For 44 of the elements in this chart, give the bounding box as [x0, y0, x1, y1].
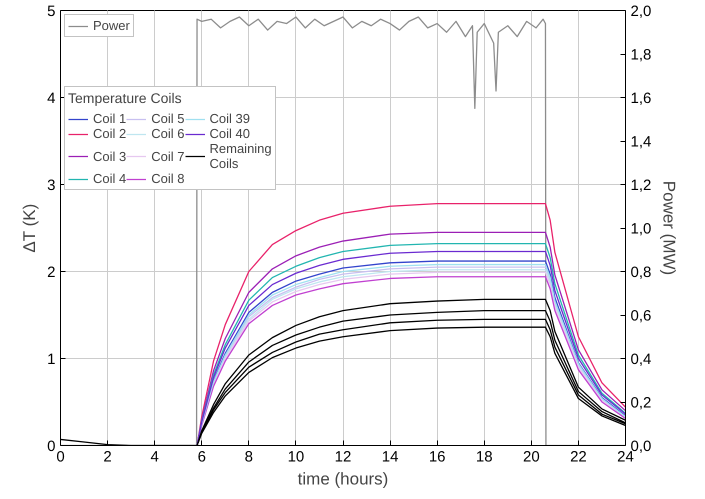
legend-label: Coil 3 — [93, 148, 126, 164]
y2-tick-label: 0,2 — [630, 394, 652, 412]
y-tick-label: 5 — [47, 3, 56, 20]
x-tick-label: 22 — [570, 448, 587, 466]
x-tick-label: 14 — [382, 448, 398, 466]
x-tick-label: 8 — [244, 448, 254, 466]
y2-tick-label: 0,6 — [630, 308, 652, 324]
x-tick-label: 12 — [334, 448, 352, 466]
legend-label: Coil 1 — [93, 111, 126, 126]
y-tick-label: 1 — [47, 351, 56, 368]
legend-label: Coil 6 — [151, 126, 184, 141]
x-tick-label: 16 — [428, 448, 446, 466]
legend-title: Temperature Coils — [68, 90, 183, 106]
legend-label: Coil 5 — [151, 111, 184, 126]
y-tick-label: 3 — [47, 177, 56, 194]
legend-label: Coil 8 — [151, 171, 184, 186]
y2-tick-label: 1,4 — [630, 134, 652, 150]
y-tick-label: 4 — [47, 90, 56, 107]
y-tick-label: 2 — [47, 264, 56, 281]
x-axis-title: time (hours) — [298, 470, 388, 488]
y2-tick-label: 1,8 — [630, 46, 652, 64]
y2-tick-label: 0,8 — [630, 264, 652, 281]
x-tick-label: 4 — [150, 448, 159, 466]
x-tick-label: 18 — [476, 448, 493, 466]
legend-label: Power — [93, 18, 130, 33]
x-tick-label: 6 — [198, 448, 206, 466]
y2-tick-label: 2,0 — [630, 3, 652, 20]
y2-tick-label: 0,4 — [630, 351, 652, 368]
x-tick-label: 2 — [103, 448, 112, 466]
y-tick-label: 0 — [47, 438, 56, 455]
legend-label: Coil 39 — [210, 111, 250, 126]
legend-label: Coil 7 — [151, 148, 184, 164]
legend-label: Remaining Coils — [210, 141, 272, 171]
legend-label: Coil 4 — [93, 171, 126, 186]
legend-label: Coil 40 — [210, 126, 250, 141]
y2-axis-title: Power (MW) — [659, 180, 678, 276]
legend-label: Coil 2 — [93, 126, 126, 141]
y2-tick-label: 0,0 — [630, 438, 652, 455]
x-tick-label: 10 — [288, 448, 304, 466]
x-tick-label: 20 — [522, 448, 540, 466]
y2-tick-label: 1,0 — [630, 220, 652, 238]
y-axis-title: ΔT (K) — [20, 204, 40, 253]
y2-tick-label: 1,6 — [630, 90, 652, 107]
y2-tick-label: 1,2 — [630, 177, 652, 194]
